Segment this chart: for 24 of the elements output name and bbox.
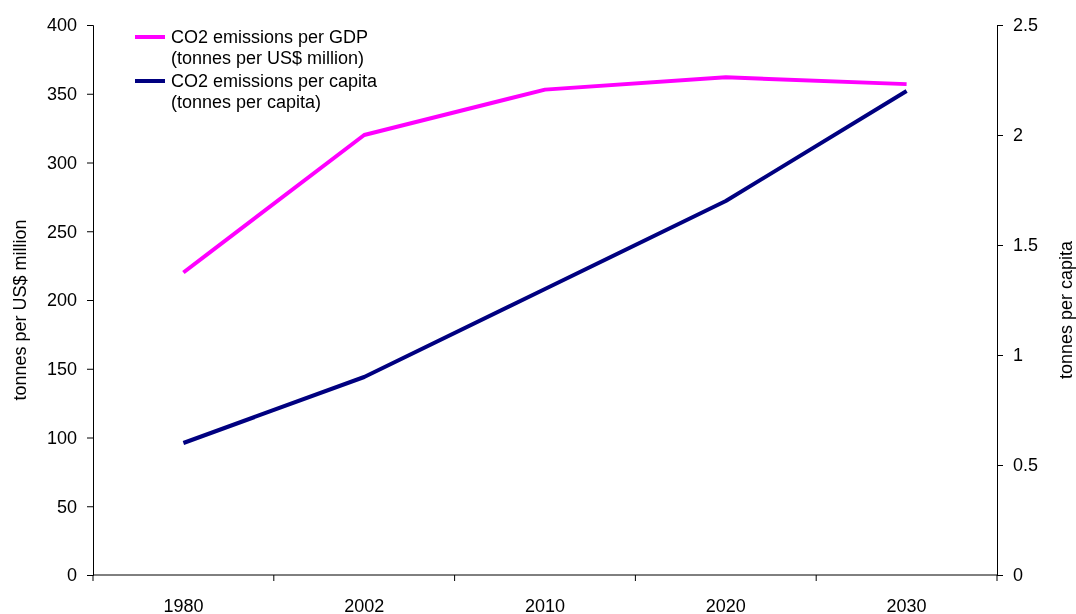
y-tick-label: 250 [46, 221, 77, 242]
y-tick-label: 200 [46, 290, 77, 311]
y-tick-label: 50 [56, 496, 77, 517]
x-tick-label: 2002 [344, 596, 385, 614]
x-tick-label: 2010 [524, 596, 566, 614]
y2-tick-label: 1 [1013, 345, 1024, 366]
y-tick-label: 150 [46, 359, 77, 380]
x-tick-label: 1980 [163, 596, 204, 614]
y2-tick-label: 1.5 [1013, 235, 1039, 256]
y2-tick-label: 2.5 [1013, 15, 1039, 36]
y2-axis-title: tonnes per capita [1056, 239, 1076, 380]
y2-tick-label: 2 [1013, 125, 1024, 146]
legend-label: CO2 emissions per capita (tonnes per capita) [171, 71, 379, 112]
x-tick-label: 2020 [705, 596, 746, 614]
y-tick-label: 300 [46, 152, 77, 173]
legend-label: CO2 emissions per GDP (tonnes per US$ million) [171, 27, 369, 68]
y-tick-label: 400 [46, 15, 77, 36]
x-tick-label: 2030 [886, 596, 927, 614]
y-axis-title: tonnes per US$ million [10, 219, 30, 401]
y2-tick-label: 0 [1013, 565, 1024, 586]
y-tick-label: 0 [66, 565, 77, 586]
y-tick-label: 350 [46, 84, 77, 105]
y-tick-label: 100 [46, 427, 77, 448]
y2-tick-label: 0.5 [1013, 455, 1039, 476]
